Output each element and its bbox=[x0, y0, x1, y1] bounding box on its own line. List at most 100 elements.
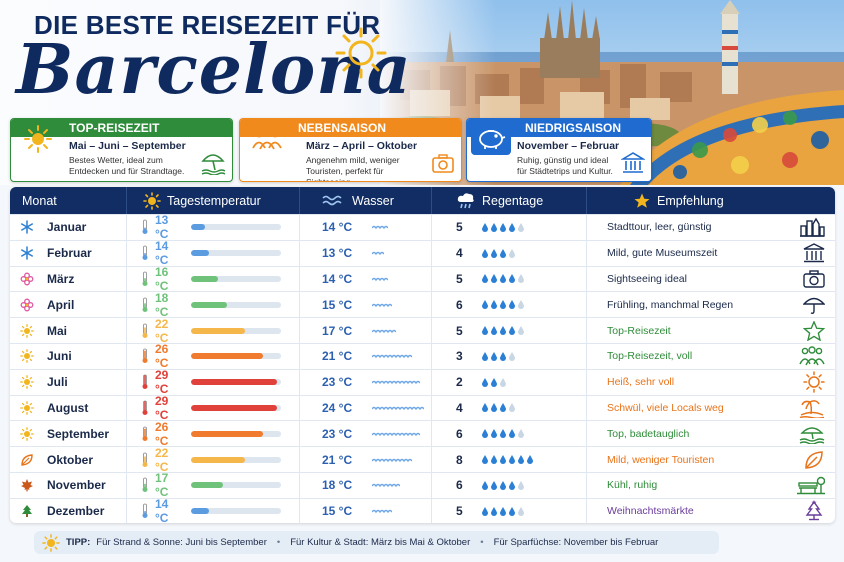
tree-icon bbox=[20, 504, 34, 518]
recommendation-text: Frühling, manchmal Regen bbox=[607, 298, 734, 311]
temp-bar bbox=[191, 482, 281, 489]
recommendation-cell: Stadttour, leer, günstig bbox=[587, 215, 835, 240]
month-name: Juli bbox=[47, 375, 68, 390]
temp-cell: 22 °C bbox=[127, 446, 300, 474]
rain-drop-icon bbox=[491, 455, 497, 465]
rain-drop-icon bbox=[518, 274, 524, 284]
rain-drop-icon bbox=[518, 429, 524, 439]
rain-cell: 6 bbox=[432, 472, 587, 498]
temp-value: 14 °C bbox=[155, 239, 169, 268]
temp-value: 16 °C bbox=[155, 265, 169, 293]
rain-value: 5 bbox=[456, 271, 463, 286]
rain-drop-icon bbox=[509, 429, 515, 439]
temp-value: 13 °C bbox=[155, 213, 169, 242]
title-line: DIE BESTE REISEZEIT FÜR bbox=[34, 10, 381, 40]
rain-drop-icon bbox=[491, 326, 497, 336]
table-row: Juli 29 °C 23 °C 2 Heiß, sehr voll bbox=[10, 368, 835, 396]
rain-drop-icon bbox=[491, 429, 497, 439]
rain-drops bbox=[482, 248, 515, 258]
month-cell: September bbox=[10, 421, 127, 447]
rain-drop-icon bbox=[491, 248, 497, 258]
season-months: Mai – Juni – September bbox=[69, 140, 186, 152]
rain-drop-icon bbox=[500, 455, 506, 465]
season-desc: Bestes Wetter, ideal zum Entdecken und f… bbox=[69, 155, 185, 176]
rain-drops bbox=[482, 326, 524, 336]
month-cell: März bbox=[10, 266, 127, 292]
rain-drop-icon bbox=[509, 326, 515, 336]
waves-icon bbox=[372, 404, 424, 412]
rain-value: 6 bbox=[456, 478, 463, 493]
month-cell: Mai bbox=[10, 318, 127, 343]
leaf-icon bbox=[20, 453, 34, 467]
temp-bar bbox=[191, 301, 281, 308]
rain-cloud-icon bbox=[457, 192, 474, 208]
waves-icon bbox=[372, 378, 420, 386]
temp-cell: 26 °C bbox=[127, 420, 300, 448]
waves-icon bbox=[372, 352, 412, 360]
temp-bar-fill bbox=[191, 327, 245, 334]
museum-icon bbox=[803, 243, 825, 263]
rain-drops bbox=[482, 274, 524, 284]
waves-icon bbox=[372, 430, 420, 438]
table-row: Februar 14 °C 13 °C 4 Mild, gute Museums… bbox=[10, 239, 835, 268]
season-desc: Ruhig, günstig und ideal für Städtetrips… bbox=[517, 155, 613, 176]
season-months: März – April – Oktober bbox=[306, 140, 418, 152]
recommendation-cell: Top-Reisezeit bbox=[587, 318, 835, 343]
month-cell: Februar bbox=[10, 240, 127, 266]
people-icon bbox=[799, 346, 825, 366]
rain-drop-icon bbox=[491, 351, 497, 361]
temp-bar bbox=[191, 404, 281, 411]
rain-drop-icon bbox=[509, 506, 515, 516]
water-value: 17 °C bbox=[322, 323, 353, 338]
temp-bar-fill bbox=[191, 301, 227, 308]
water-cell: 24 °C bbox=[300, 395, 432, 421]
thermometer-icon bbox=[141, 245, 149, 261]
rain-drop-icon bbox=[518, 222, 524, 232]
water-cell: 21 °C bbox=[300, 343, 432, 369]
rain-cell: 3 bbox=[432, 343, 587, 369]
waves-icon bbox=[322, 195, 342, 205]
temp-cell: 29 °C bbox=[127, 368, 300, 396]
month-name: Februar bbox=[47, 246, 92, 261]
piggy-bank-icon bbox=[471, 121, 511, 155]
rain-value: 5 bbox=[456, 323, 463, 338]
rain-value: 8 bbox=[456, 452, 463, 467]
rain-cell: 6 bbox=[432, 292, 587, 318]
thermometer-icon bbox=[141, 503, 149, 519]
umbrella-icon bbox=[803, 295, 825, 315]
tip-item: Für Strand & Sonne: Juni bis September bbox=[96, 537, 267, 548]
star-icon bbox=[634, 193, 650, 208]
month-name: Mai bbox=[47, 323, 68, 338]
waves-icon bbox=[372, 275, 388, 283]
rain-drop-icon bbox=[509, 455, 515, 465]
water-value: 13 °C bbox=[322, 246, 353, 261]
recommendation-cell: Mild, weniger Touristen bbox=[587, 447, 835, 472]
table-row: Januar 13 °C 14 °C 5 Stadttour, leer, gü… bbox=[10, 213, 835, 242]
rain-drop-icon bbox=[509, 248, 515, 258]
rain-drop-icon bbox=[509, 300, 515, 310]
rain-drops bbox=[482, 222, 524, 232]
month-cell: Dezember bbox=[10, 498, 127, 523]
rain-drops bbox=[482, 480, 524, 490]
temp-value: 14 °C bbox=[155, 497, 169, 523]
snowflake-icon bbox=[20, 246, 34, 260]
temp-cell: 17 °C bbox=[127, 471, 300, 499]
rain-drop-icon bbox=[482, 403, 488, 413]
rain-cell: 4 bbox=[432, 240, 587, 266]
temp-value: 18 °C bbox=[155, 290, 169, 319]
thermometer-icon bbox=[141, 323, 149, 339]
season-band: TOP-REISEZEIT bbox=[11, 119, 232, 137]
recommendation-text: Stadttour, leer, günstig bbox=[607, 221, 712, 234]
recommendation-text: Sightseeing ideal bbox=[607, 272, 687, 285]
rain-cell: 5 bbox=[432, 215, 587, 240]
rain-drop-icon bbox=[482, 429, 488, 439]
rain-drop-icon bbox=[482, 377, 488, 387]
recommendation-text: Mild, weniger Touristen bbox=[607, 453, 715, 466]
sun-icon bbox=[20, 375, 34, 390]
waves-icon bbox=[372, 456, 412, 464]
table-header: Monat Tagestemperatur Wasser Regentage E… bbox=[10, 187, 835, 214]
rain-drop-icon bbox=[482, 300, 488, 310]
temp-bar bbox=[191, 353, 281, 360]
table-row: Oktober 22 °C 21 °C 8 Mild, weniger Tour… bbox=[10, 446, 835, 474]
temp-bar bbox=[191, 379, 281, 386]
